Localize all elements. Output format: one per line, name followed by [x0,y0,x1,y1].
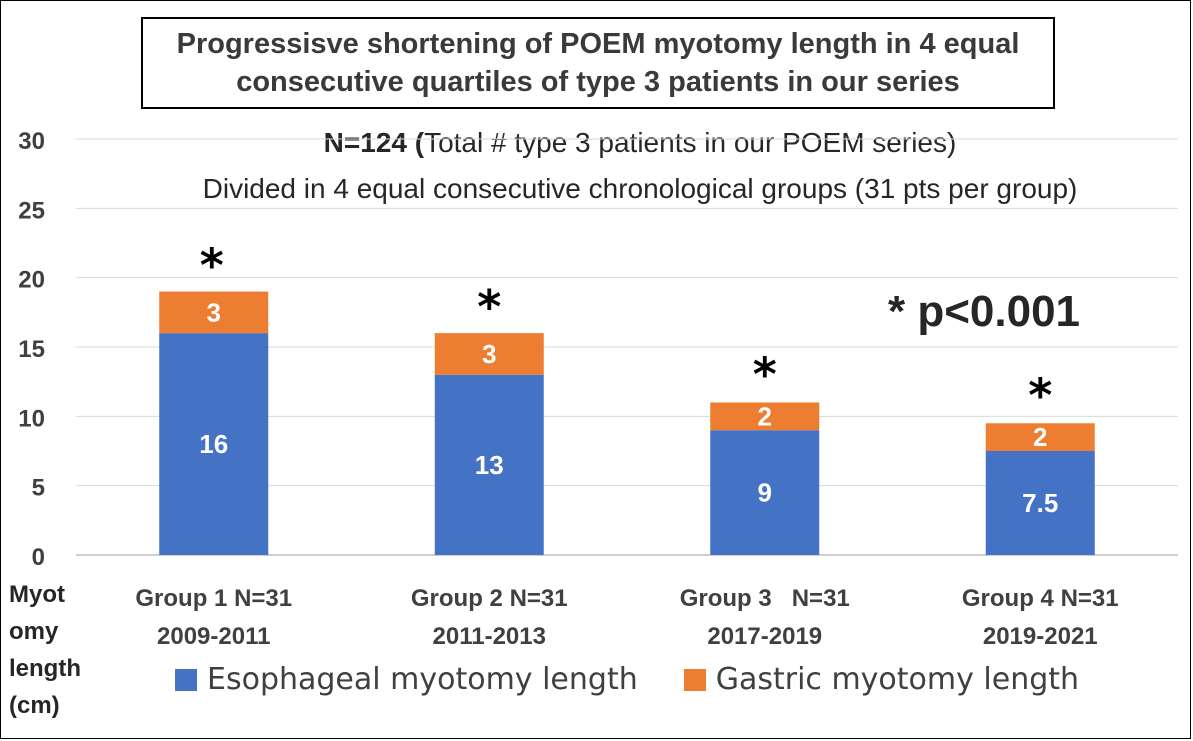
significance-marker: * [1028,368,1052,422]
subtitle-n-rest: Total # type 3 patients in our POEM seri… [424,127,957,158]
legend: Esophageal myotomy length Gastric myotom… [175,662,1125,697]
significance-marker: * [753,347,777,401]
legend-swatch-gastric [683,668,706,691]
significance-annotation: * p<0.001 [888,287,1081,336]
title-line-2: consecutive quartiles of type 3 patients… [236,66,960,98]
data-label: 3 [207,297,221,327]
data-label: 3 [482,339,496,369]
y-axis-label-line: Myot [9,581,65,608]
legend-item-gastric: Gastric myotomy length [683,662,1080,697]
bar-segment-gastric [710,402,820,431]
legend-item-esophageal: Esophageal myotomy length [175,662,638,697]
y-axis-label-line: length [9,655,81,682]
chart-title: Progressisve shortening of POEM myotomy … [141,17,1055,109]
legend-label-esophageal: Esophageal myotomy length [207,662,638,697]
data-label: 2 [1033,422,1047,452]
data-label: 2 [758,401,772,431]
data-label: 16 [199,429,228,459]
subtitle-n-bold: N=124 ( [323,127,425,158]
x-category-label: Group 1 N=31 [135,585,292,612]
data-label: 7.5 [1022,488,1058,518]
y-axis-label: Myot omy length (cm) [9,576,99,724]
y-tick-label: 15 [18,336,45,363]
subtitle-total: N=124 (Total # type 3 patients in our PO… [100,127,1180,159]
y-tick-label: 10 [18,405,45,432]
significance-marker: * [200,239,224,293]
y-axis-label-line: omy [9,618,59,645]
y-tick-label: 25 [18,197,45,224]
x-category-label: 2019-2021 [983,623,1098,650]
x-category-label: 2009-2011 [157,623,270,650]
subtitle-groups: Divided in 4 equal consecutive chronolog… [202,173,1078,204]
y-tick-label: 20 [18,267,45,294]
data-label: 13 [475,450,504,480]
y-tick-label: 30 [18,128,45,155]
y-tick-label: 0 [32,544,45,571]
bar-segment-esophageal [434,374,544,555]
data-label: 9 [758,478,772,508]
x-category-label: Group 4 N=31 [962,585,1119,612]
bar-segment-esophageal [159,333,269,555]
bar-segment-gastric [985,423,1095,451]
bar-segment-esophageal [985,451,1095,555]
title-line-1: Progressisve shortening of POEM myotomy … [176,27,1020,60]
x-category-label: Group 2 N=31 [411,585,568,612]
bar-segment-gastric [159,291,269,334]
y-axis-label-line: (cm) [9,692,60,719]
legend-swatch-esophageal [175,668,197,691]
bar-segment-esophageal [710,430,820,555]
x-category-label: 2011-2013 [433,623,546,650]
legend-label-gastric: Gastric myotomy length [715,662,1080,697]
y-tick-label: 5 [32,475,45,502]
x-category-label: 2017-2019 [707,623,822,650]
x-category-label: Group 3 N=31 [680,585,850,612]
bar-segment-gastric [434,333,544,375]
significance-marker: * [477,280,501,334]
